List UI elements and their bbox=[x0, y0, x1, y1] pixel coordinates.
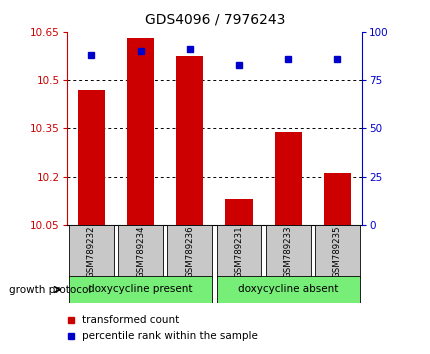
Bar bbox=[265, 225, 310, 278]
Bar bbox=[78, 90, 104, 225]
Text: doxycycline present: doxycycline present bbox=[88, 284, 192, 295]
Bar bbox=[69, 276, 212, 303]
Bar bbox=[274, 132, 301, 225]
Text: GDS4096 / 7976243: GDS4096 / 7976243 bbox=[145, 12, 285, 27]
Bar bbox=[127, 38, 154, 225]
Text: transformed count: transformed count bbox=[82, 315, 179, 325]
Text: GSM789236: GSM789236 bbox=[185, 225, 194, 278]
Text: percentile rank within the sample: percentile rank within the sample bbox=[82, 331, 257, 341]
Bar bbox=[323, 173, 350, 225]
Bar bbox=[225, 199, 252, 225]
Bar bbox=[216, 276, 359, 303]
Bar bbox=[118, 225, 163, 278]
Text: GSM789231: GSM789231 bbox=[234, 225, 243, 278]
Bar bbox=[314, 225, 359, 278]
Text: GSM789233: GSM789233 bbox=[283, 225, 292, 278]
Bar bbox=[176, 56, 203, 225]
Bar bbox=[167, 225, 212, 278]
Text: GSM789232: GSM789232 bbox=[87, 225, 96, 278]
Bar bbox=[69, 225, 114, 278]
Text: growth protocol: growth protocol bbox=[9, 285, 91, 295]
Text: GSM789234: GSM789234 bbox=[136, 225, 145, 278]
Text: GSM789235: GSM789235 bbox=[332, 225, 341, 278]
Bar bbox=[216, 225, 261, 278]
Text: doxycycline absent: doxycycline absent bbox=[237, 284, 338, 295]
